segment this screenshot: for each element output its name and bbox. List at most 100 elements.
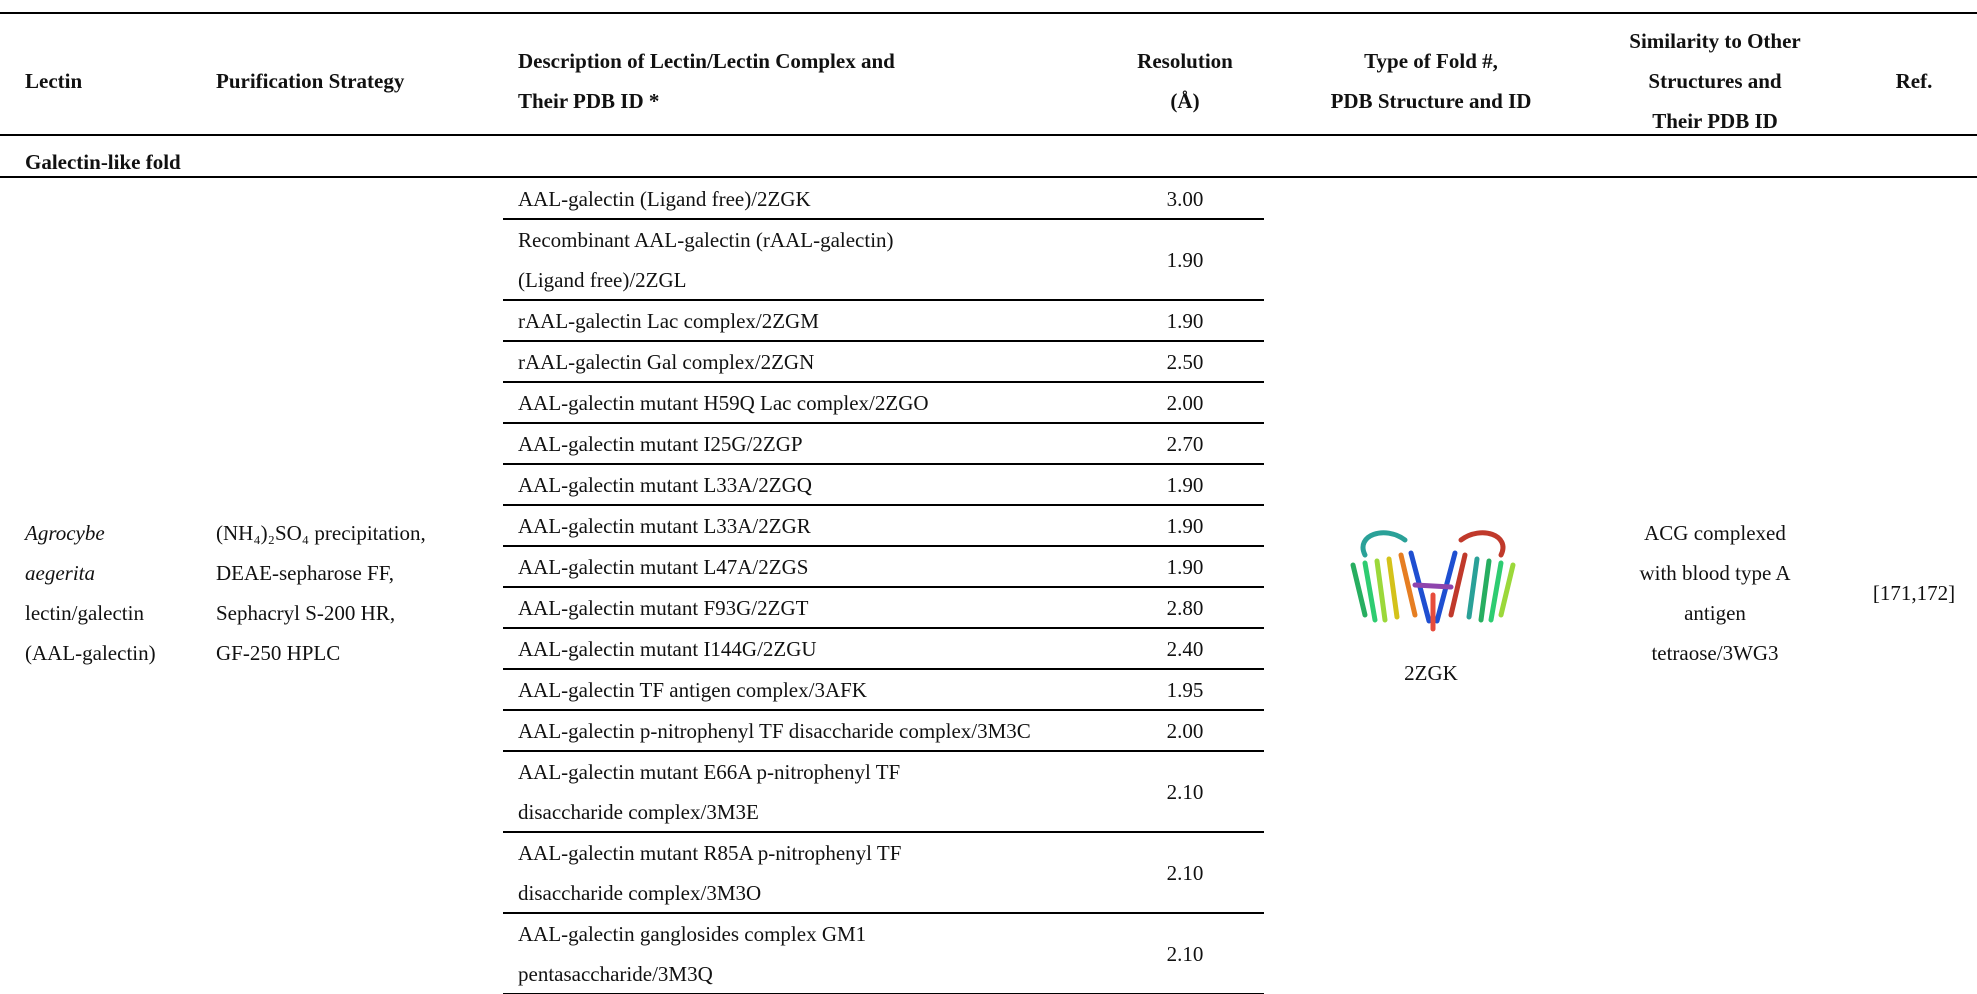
column-header-line: Their PDB ID * (518, 89, 660, 113)
column-header-line: (Å) (1170, 89, 1200, 113)
rule-line (0, 176, 1977, 178)
entry-resolution: 2.50 (1166, 349, 1204, 374)
entry-resolution: 2.70 (1166, 431, 1204, 456)
column-header-line: Their PDB ID (1652, 109, 1778, 133)
entry-description-line: rAAL-galectin Gal complex/2ZGN (518, 349, 815, 374)
column-header-line: Structures and (1648, 69, 1782, 93)
entry-description-line: AAL-galectin TF antigen complex/3AFK (518, 677, 867, 702)
entry-resolution: 2.10 (1166, 860, 1204, 885)
column-header-line: Type of Fold #, (1364, 49, 1498, 73)
entry-description-line: AAL-galectin mutant L33A/2ZGR (518, 513, 811, 538)
purification-line: DEAE-sepharose FF, (216, 561, 394, 585)
similarity-line: ACG complexed (1644, 521, 1786, 545)
entry-description-line: AAL-galectin p-nitrophenyl TF disacchari… (518, 718, 1031, 743)
entry-description: AAL-galectin p-nitrophenyl TF disacchari… (518, 711, 1258, 751)
entry-description-line: rAAL-galectin Lac complex/2ZGM (518, 308, 819, 333)
column-header-line: PDB Structure and ID (1330, 89, 1532, 113)
column-header: Lectin (25, 61, 225, 101)
entry-description: Recombinant AAL-galectin (rAAL-galectin)… (518, 220, 1258, 300)
similarity-line: antigen (1684, 601, 1746, 625)
entry-description-line: AAL-galectin (Ligand free)/2ZGK (518, 186, 811, 211)
entry-description: AAL-galectin mutant L47A/2ZGS (518, 547, 1258, 587)
entry-resolution: 1.90 (1166, 472, 1204, 497)
purification-line: (NH₄)₂SO₄ precipitation, (216, 521, 426, 545)
rule-line (0, 12, 1977, 14)
section-title: Galectin-like fold (25, 150, 181, 174)
column-header: Resolution (Å) (1105, 41, 1265, 121)
entry-description: AAL-galectin ganglosides complex GM1 pent… (518, 914, 1258, 994)
rule-line (503, 750, 1264, 752)
column-header: Purification Strategy (216, 61, 496, 101)
rule-line (503, 504, 1264, 506)
entry-description: rAAL-galectin Lac complex/2ZGM (518, 301, 1258, 341)
entry-description-line: AAL-galectin mutant L33A/2ZGQ (518, 472, 812, 497)
column-header: Type of Fold #, PDB Structure and ID (1291, 41, 1571, 121)
entry-description: AAL-galectin mutant F93G/2ZGT (518, 588, 1258, 628)
entry-description-line: AAL-galectin mutant I25G/2ZGP (518, 431, 803, 456)
rule-line (503, 340, 1264, 342)
entry-resolution: 2.00 (1166, 390, 1204, 415)
entry-description: AAL-galectin mutant L33A/2ZGR (518, 506, 1258, 546)
lectin-line: Agrocybe (25, 521, 105, 545)
entry-description-line: AAL-galectin mutant F93G/2ZGT (518, 595, 809, 620)
entry-description: AAL-galectin TF antigen complex/3AFK (518, 670, 1258, 710)
rule-line (503, 218, 1264, 220)
entry-description: AAL-galectin mutant R85A p-nitrophenyl T… (518, 833, 1258, 913)
entry-description-line: AAL-galectin mutant L47A/2ZGS (518, 554, 809, 579)
entry-description-line: AAL-galectin ganglosides complex GM1 (518, 921, 867, 946)
column-header-line: Description of Lectin/Lectin Complex and (518, 49, 895, 73)
lectin: Agrocybe aegerita lectin/galectin (AAL-gale… (25, 513, 215, 673)
similarity: ACG complexed with blood type A antigen tet… (1595, 513, 1835, 673)
structure-id: 2ZGK (1404, 661, 1458, 685)
entry-resolution: 2.10 (1166, 941, 1204, 966)
entry-resolution: 3.00 (1166, 186, 1204, 211)
entry-resolution: 1.90 (1166, 308, 1204, 333)
entry-description-line: AAL-galectin mutant E66A p-nitrophenyl T… (518, 759, 901, 784)
column-header-line: Lectin (25, 69, 83, 93)
entry-resolution: 2.00 (1166, 718, 1204, 743)
rule-line (503, 463, 1264, 465)
structure-image (1350, 530, 1516, 632)
rule-line (503, 668, 1264, 670)
column-header: Similarity to Other Structures and Their P… (1595, 21, 1835, 141)
entry-description: AAL-galectin mutant E66A p-nitrophenyl T… (518, 752, 1258, 832)
entry-resolution: 1.90 (1166, 247, 1204, 272)
rule-line (503, 422, 1264, 424)
entry-description: AAL-galectin mutant I144G/2ZGU (518, 629, 1258, 669)
rule-line (503, 545, 1264, 547)
rule-line (503, 831, 1264, 833)
purification: (NH₄)₂SO₄ precipitation, DEAE-sepharose F… (216, 513, 496, 673)
entry-description-line: AAL-galectin mutant H59Q Lac complex/2ZG… (518, 390, 929, 415)
entry-description-line: (Ligand free)/2ZGL (518, 267, 687, 292)
entry-description: AAL-galectin mutant L33A/2ZGQ (518, 465, 1258, 505)
entry-resolution: 2.10 (1166, 779, 1204, 804)
entry-description: rAAL-galectin Gal complex/2ZGN (518, 342, 1258, 382)
column-header-line: Ref. (1895, 69, 1933, 93)
entry-description: AAL-galectin mutant I25G/2ZGP (518, 424, 1258, 464)
entry-resolution: 1.90 (1166, 554, 1204, 579)
purification-line: Sephacryl S-200 HR, (216, 601, 396, 625)
column-header: Ref. (1864, 61, 1964, 101)
entry-resolution: 2.80 (1166, 595, 1204, 620)
similarity-line: with blood type A (1639, 561, 1791, 585)
column-header-line: Resolution (1137, 49, 1233, 73)
entry-resolution: 2.40 (1166, 636, 1204, 661)
rule-line (503, 299, 1264, 301)
entry-resolution: 1.90 (1166, 513, 1204, 538)
column-header: Description of Lectin/Lectin Complex and… (518, 41, 978, 121)
rule-line (503, 381, 1264, 383)
lectin-line: aegerita (25, 561, 95, 585)
rule-line (503, 912, 1264, 914)
lectin-line: lectin/galectin (25, 601, 144, 625)
rule-line (503, 627, 1264, 629)
entry-description: AAL-galectin mutant H59Q Lac complex/2ZG… (518, 383, 1258, 423)
rule-line (503, 586, 1264, 588)
column-header-line: Purification Strategy (216, 69, 405, 93)
entry-description-line: AAL-galectin mutant R85A p-nitrophenyl T… (518, 840, 902, 865)
reference: [171,172] (1872, 581, 1956, 605)
entry-description-line: pentasaccharide/3M3Q (518, 961, 713, 986)
entry-description: AAL-galectin (Ligand free)/2ZGK (518, 179, 1258, 219)
similarity-line: tetraose/3WG3 (1651, 641, 1779, 665)
column-header-line: Similarity to Other (1629, 29, 1801, 53)
